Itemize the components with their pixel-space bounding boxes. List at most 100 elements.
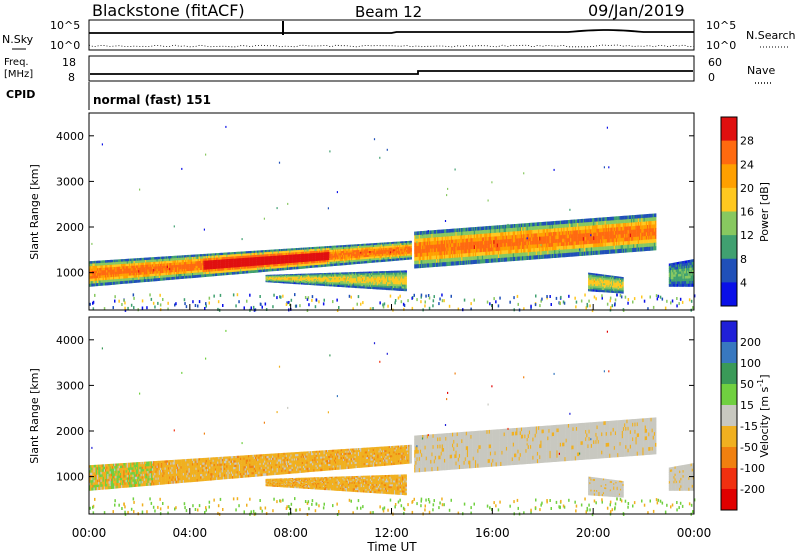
power-cell <box>471 227 473 232</box>
power-cell <box>364 249 367 252</box>
power-cell <box>275 249 277 252</box>
power-cell <box>190 261 193 265</box>
power-cell <box>273 260 275 263</box>
power-cell <box>508 231 510 236</box>
power-cell <box>469 260 471 265</box>
power-cell <box>377 250 379 253</box>
power-cell <box>203 263 205 266</box>
power-cell <box>351 285 353 288</box>
power-cell <box>249 253 251 256</box>
power-cell <box>137 265 139 269</box>
power-cell <box>484 237 486 242</box>
power-cell <box>134 272 137 276</box>
power-cell <box>238 264 241 268</box>
power-cell <box>321 256 323 259</box>
power-cell <box>208 260 210 264</box>
power-cell <box>456 232 458 237</box>
power-cell <box>227 261 229 264</box>
power-cell <box>172 274 174 278</box>
power-cell <box>228 252 230 255</box>
power-cell <box>107 277 109 281</box>
power-cell <box>134 270 137 274</box>
power-cell <box>141 274 143 278</box>
power-cell <box>351 252 353 255</box>
power-cell <box>299 249 301 253</box>
power-cell <box>351 246 353 249</box>
power-cell <box>363 257 365 260</box>
power-cell <box>249 255 251 259</box>
power-cell <box>227 254 229 258</box>
power-cell <box>157 259 160 263</box>
power-cell <box>340 259 343 262</box>
power-cell <box>296 282 298 285</box>
power-cell <box>103 277 106 281</box>
power-cell <box>449 232 452 237</box>
power-cell <box>284 257 287 260</box>
power-cell <box>125 271 127 274</box>
power-cell <box>267 260 269 264</box>
power-cell <box>275 251 277 255</box>
power-cell <box>250 250 252 254</box>
power-cell <box>140 260 142 264</box>
power-cell <box>503 254 505 259</box>
power-cell <box>349 285 351 288</box>
power-cell <box>355 255 357 259</box>
power-cell <box>314 261 316 264</box>
power-cell <box>297 250 299 253</box>
power-cell <box>158 261 161 265</box>
power-cell <box>97 278 99 282</box>
power-cell <box>330 247 332 251</box>
power-cell <box>249 257 251 261</box>
power-cell <box>269 260 272 263</box>
power-cell <box>189 261 192 265</box>
power-cell <box>204 260 206 264</box>
power-cell <box>500 257 502 262</box>
power-cell <box>517 245 519 250</box>
power-cell <box>347 250 349 254</box>
power-cell <box>344 248 346 252</box>
power-cell <box>385 259 387 262</box>
power-cell <box>234 260 236 264</box>
power-cell <box>352 256 354 259</box>
power-cell <box>331 261 333 265</box>
power-cell <box>235 256 237 259</box>
power-cell <box>122 271 124 275</box>
power-cell <box>417 256 419 261</box>
power-cell <box>94 278 97 282</box>
power-cell <box>426 241 429 246</box>
power-cell <box>212 269 214 272</box>
power-cell <box>170 258 172 262</box>
power-cell <box>285 255 288 258</box>
power-cell <box>230 267 233 271</box>
power-cell <box>495 258 497 263</box>
power-cell <box>244 260 246 263</box>
power-cell <box>232 269 234 273</box>
power-cell <box>186 266 188 270</box>
power-cell <box>466 249 469 254</box>
power-cell <box>352 252 354 255</box>
power-cell <box>419 234 422 239</box>
power-cell <box>405 257 408 260</box>
power-cell <box>195 254 197 258</box>
power-cell <box>176 258 178 261</box>
power-cell <box>119 281 122 285</box>
power-cell <box>308 261 311 264</box>
power-cell <box>288 250 290 254</box>
power-cell <box>261 269 264 273</box>
power-cell <box>268 256 270 259</box>
power-cell <box>146 257 148 261</box>
power-cell <box>381 259 384 262</box>
power-cell <box>368 254 370 258</box>
power-cell <box>452 261 454 266</box>
power-cell <box>458 231 461 236</box>
power-cell <box>325 284 327 287</box>
power-cell <box>166 275 169 278</box>
power-cell <box>123 280 125 284</box>
power-cell <box>466 227 469 232</box>
power-cell <box>320 250 322 253</box>
power-cell <box>510 235 512 240</box>
power-cell <box>258 250 260 253</box>
power-cell <box>291 252 293 256</box>
power-cell <box>347 246 349 250</box>
power-cell <box>281 255 283 258</box>
